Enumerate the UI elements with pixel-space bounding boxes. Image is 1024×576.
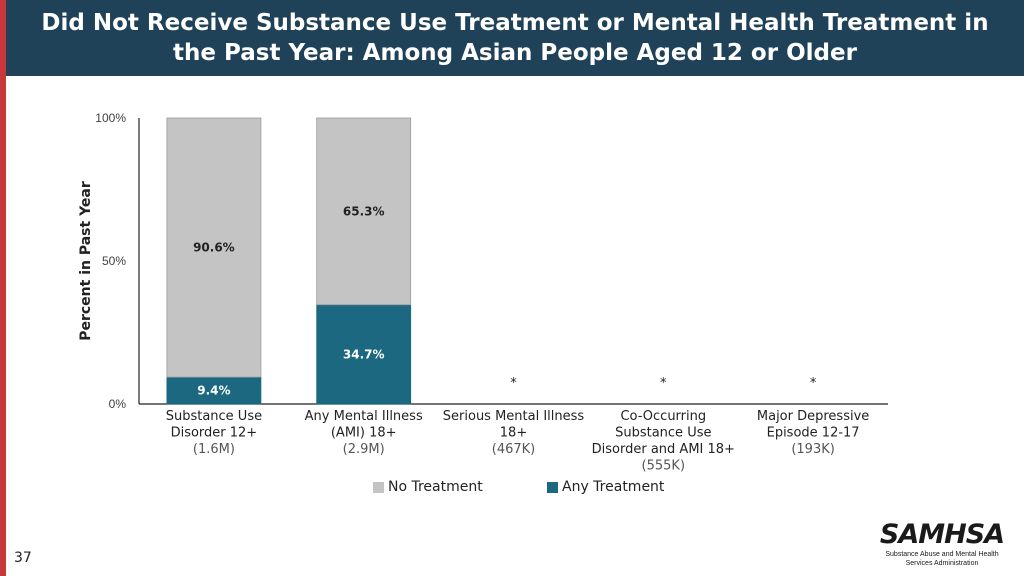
slide-title-line-1: Did Not Receive Substance Use Treatment … (41, 10, 989, 36)
x-category-count: (2.9M) (343, 442, 385, 457)
suppressed-marker: * (510, 376, 517, 391)
samhsa-logo: SAMHSA Substance Abuse and Mental Health… (872, 520, 1012, 568)
logo-subtitle-line-2: Services Administration (905, 560, 979, 567)
suppressed-marker: * (810, 376, 817, 391)
slide-title-line-2: the Past Year: Among Asian People Aged 1… (173, 40, 857, 66)
x-category-label: Major Depressive (757, 409, 869, 424)
chart-legend: No Treatment Any Treatment (0, 479, 1024, 499)
legend-item-any-treatment: Any Treatment (547, 479, 664, 495)
x-category-count: (1.6M) (193, 442, 235, 457)
y-tick-label: 0% (109, 397, 127, 411)
x-category-label: Any Mental Illness (305, 409, 423, 424)
y-axis-label: Percent in Past Year (78, 181, 94, 341)
data-label-any-treatment: 9.4% (197, 384, 230, 398)
x-category-count: (555K) (642, 459, 685, 474)
x-category-count: (193K) (791, 442, 834, 457)
x-category-label: 18+ (500, 426, 527, 441)
legend-swatch-no-treatment (373, 481, 384, 493)
x-category-label: Episode 12-17 (767, 426, 860, 441)
logo-mark: SAMHSA (879, 519, 1005, 550)
page-number: 37 (14, 550, 32, 566)
x-category-label: Disorder 12+ (171, 426, 258, 441)
y-tick-label: 100% (95, 111, 126, 125)
y-tick-label: 50% (102, 254, 126, 268)
data-label-no-treatment: 90.6% (193, 241, 235, 255)
legend-swatch-any-treatment (547, 481, 558, 493)
legend-label-no-treatment: No Treatment (388, 479, 483, 495)
data-label-no-treatment: 65.3% (343, 204, 385, 218)
x-category-label: Serious Mental Illness (443, 409, 585, 424)
x-category-label: Substance Use (166, 409, 262, 424)
logo-subtitle-line-1: Substance Abuse and Mental Health (885, 551, 999, 558)
legend-label-any-treatment: Any Treatment (562, 479, 665, 495)
x-category-label: Co-Occurring (620, 409, 706, 424)
bar-no-treatment (316, 117, 412, 306)
x-category-count: (467K) (492, 442, 535, 457)
x-category-label: (AMI) 18+ (331, 426, 397, 441)
left-accent-bar (0, 0, 6, 576)
x-category-label: Disorder and AMI 18+ (592, 442, 735, 457)
legend-item-no-treatment: No Treatment (373, 479, 483, 495)
suppressed-marker: * (660, 376, 667, 391)
data-label-any-treatment: 34.7% (343, 347, 385, 361)
slide-header: Did Not Receive Substance Use Treatment … (6, 0, 1024, 76)
x-category-label: Substance Use (615, 426, 711, 441)
bar-no-treatment (166, 117, 262, 378)
